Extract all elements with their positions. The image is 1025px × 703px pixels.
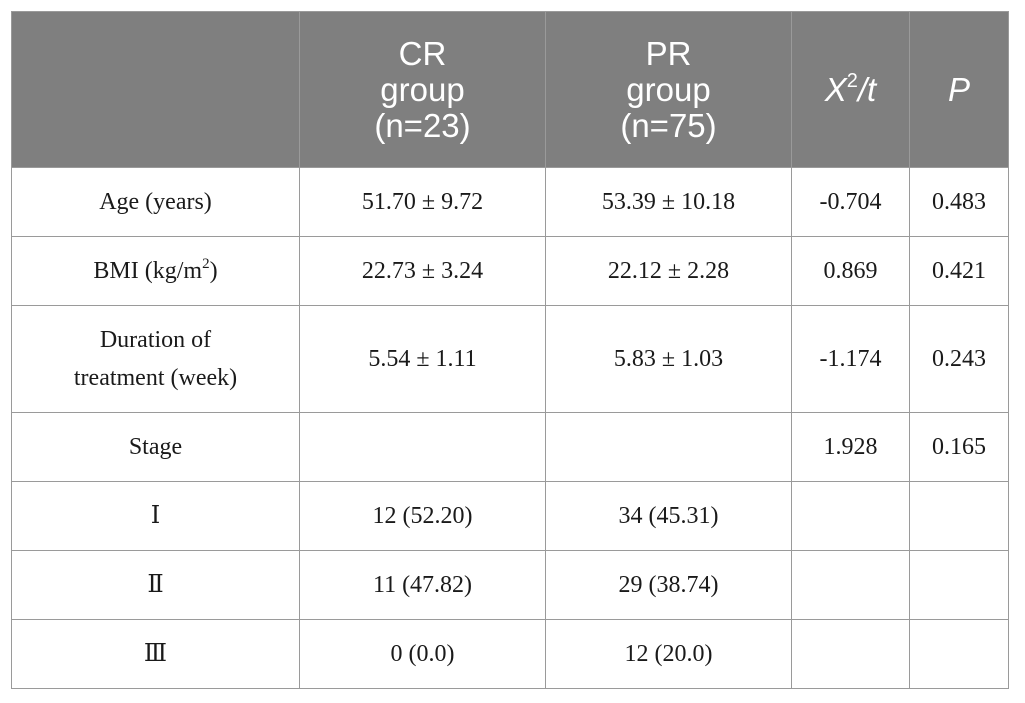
table-row: Ⅰ 12 (52.20) 34 (45.31) (11, 481, 1009, 551)
row-label: Age (years) (11, 167, 300, 237)
row-label: Ⅰ (11, 481, 300, 551)
stat-value: -0.704 (791, 167, 910, 237)
row-label: BMI (kg/m2) (11, 236, 300, 306)
header-p-value: P (909, 11, 1009, 168)
header-cr-line1: CR (398, 34, 447, 72)
table-row: Ⅲ 0 (0.0) 12 (20.0) (11, 619, 1009, 689)
header-p-label: P (947, 70, 970, 108)
table-container: CR group (n=23) PR group (n=75) X2/t P (11, 11, 1009, 689)
p-value (909, 619, 1009, 689)
comparison-table: CR group (n=23) PR group (n=75) X2/t P (11, 11, 1009, 689)
table-row: Ⅱ 11 (47.82) 29 (38.74) (11, 550, 1009, 620)
duration-label-line1: Duration of (99, 327, 212, 353)
duration-label-line2: treatment (week) (73, 365, 238, 391)
header-statistic: X2/t (791, 11, 910, 168)
p-value (909, 481, 1009, 551)
bmi-label-sup: 2 (202, 256, 210, 272)
stat-value: 0.869 (791, 236, 910, 306)
row-label: Duration of treatment (week) (11, 305, 300, 413)
header-cr-group: CR group (n=23) (299, 11, 546, 168)
p-value: 0.421 (909, 236, 1009, 306)
cr-value (299, 412, 546, 482)
p-value: 0.165 (909, 412, 1009, 482)
stat-value: 1.928 (791, 412, 910, 482)
header-pr-group: PR group (n=75) (545, 11, 792, 168)
cr-value: 22.73 ± 3.24 (299, 236, 546, 306)
header-stat-rest: /t (857, 70, 877, 108)
p-value: 0.483 (909, 167, 1009, 237)
cr-value: 5.54 ± 1.11 (299, 305, 546, 413)
row-label: Ⅲ (11, 619, 300, 689)
table-row: BMI (kg/m2) 22.73 ± 3.24 22.12 ± 2.28 0.… (11, 236, 1009, 306)
pr-value: 22.12 ± 2.28 (545, 236, 792, 306)
pr-value: 5.83 ± 1.03 (545, 305, 792, 413)
table-row: Stage 1.928 0.165 (11, 412, 1009, 482)
header-cr-line2: group (380, 70, 465, 108)
cr-value: 0 (0.0) (299, 619, 546, 689)
header-cr-line3: (n=23) (374, 106, 471, 144)
header-stat-sup: 2 (846, 69, 858, 92)
cr-value: 51.70 ± 9.72 (299, 167, 546, 237)
p-value (909, 550, 1009, 620)
pr-value: 53.39 ± 10.18 (545, 167, 792, 237)
header-label-column (11, 11, 300, 168)
stat-value (791, 550, 910, 620)
header-pr-line2: group (626, 70, 711, 108)
header-stat-x: X (824, 70, 847, 108)
stat-value: -1.174 (791, 305, 910, 413)
bmi-label-pre: BMI (kg/m (93, 258, 203, 284)
row-label: Stage (11, 412, 300, 482)
pr-value (545, 412, 792, 482)
table-row: Duration of treatment (week) 5.54 ± 1.11… (11, 305, 1009, 413)
p-value: 0.243 (909, 305, 1009, 413)
cr-value: 11 (47.82) (299, 550, 546, 620)
table-row: Age (years) 51.70 ± 9.72 53.39 ± 10.18 -… (11, 167, 1009, 237)
cr-value: 12 (52.20) (299, 481, 546, 551)
pr-value: 34 (45.31) (545, 481, 792, 551)
header-row: CR group (n=23) PR group (n=75) X2/t P (11, 11, 1009, 168)
pr-value: 29 (38.74) (545, 550, 792, 620)
header-pr-line3: (n=75) (620, 106, 717, 144)
pr-value: 12 (20.0) (545, 619, 792, 689)
row-label: Ⅱ (11, 550, 300, 620)
header-pr-line1: PR (645, 34, 692, 72)
bmi-label-post: ) (209, 258, 218, 284)
stat-value (791, 481, 910, 551)
stat-value (791, 619, 910, 689)
